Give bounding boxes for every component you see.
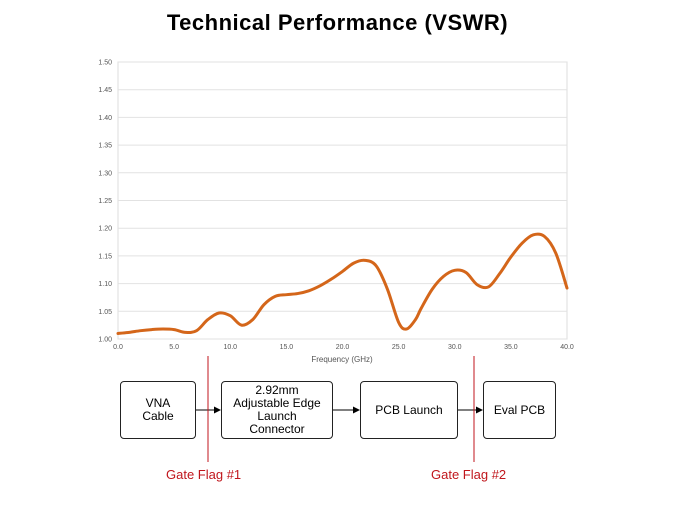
page-title: Technical Performance (VSWR): [166, 10, 509, 35]
y-tick-label: 1.35: [98, 143, 112, 150]
box-line: Connector: [249, 422, 305, 436]
chart-series: [116, 232, 569, 335]
box-line: Launch: [257, 409, 297, 423]
y-tick-label: 1.15: [98, 253, 112, 260]
vna-cable-box: VNA Cable: [120, 381, 196, 439]
arrowhead: [353, 406, 360, 414]
y-tick-label: 1.10: [98, 281, 112, 288]
box-line: Adjustable Edge: [233, 396, 321, 410]
eval-pcb-box: Eval PCB: [483, 381, 556, 439]
y-tick-label: 1.45: [98, 87, 112, 94]
box-line: VNA: [145, 396, 171, 410]
x-tick-label: 10.0: [223, 344, 237, 351]
y-tick-label: 1.20: [98, 226, 112, 233]
x-tick-label: 25.0: [392, 344, 406, 351]
box-line: PCB Launch: [375, 402, 443, 417]
x-tick-label: 20.0: [336, 344, 350, 351]
box-line: Eval PCB: [493, 402, 546, 417]
box-line: Cable: [142, 409, 174, 423]
y-tick-label: 1.50: [98, 60, 112, 67]
chart-gridlines: [117, 61, 568, 340]
edge-launch-connector-box: 2.92mm Adjustable Edge Launch Connector: [221, 381, 333, 439]
x-tick-label: 15.0: [280, 344, 294, 351]
arrowhead: [214, 406, 221, 414]
y-tick-label: 1.05: [98, 309, 112, 316]
x-tick-label: 30.0: [448, 344, 462, 351]
box-line: 2.92mm: [255, 383, 299, 397]
x-tick-label: 5.0: [169, 344, 179, 351]
x-tick-label: 0.0: [113, 344, 123, 351]
vswr-series-line: [116, 232, 569, 335]
pcb-launch-box: PCB Launch: [360, 381, 458, 439]
x-tick-label: 40.0: [560, 344, 574, 351]
y-tick-label: 1.25: [98, 198, 112, 205]
y-tick-label: 1.30: [98, 170, 112, 177]
gate-flag-2-label: Gate Flag #2: [431, 467, 507, 482]
x-axis-label: Frequency (GHz): [311, 355, 373, 364]
x-axis-ticks: 0.0 5.0 10.0 15.0 20.0 25.0 30.0 35.0 40.0: [113, 344, 574, 351]
x-tick-label: 35.0: [504, 344, 518, 351]
arrowhead: [476, 406, 483, 414]
y-tick-label: 1.40: [98, 115, 112, 122]
y-axis-ticks: 1.00 1.05 1.10 1.15 1.20 1.25 1.30 1.35 1.40 1.45…: [98, 60, 112, 344]
y-tick-label: 1.00: [98, 337, 112, 344]
gate-flag-1-label: Gate Flag #1: [166, 467, 242, 482]
